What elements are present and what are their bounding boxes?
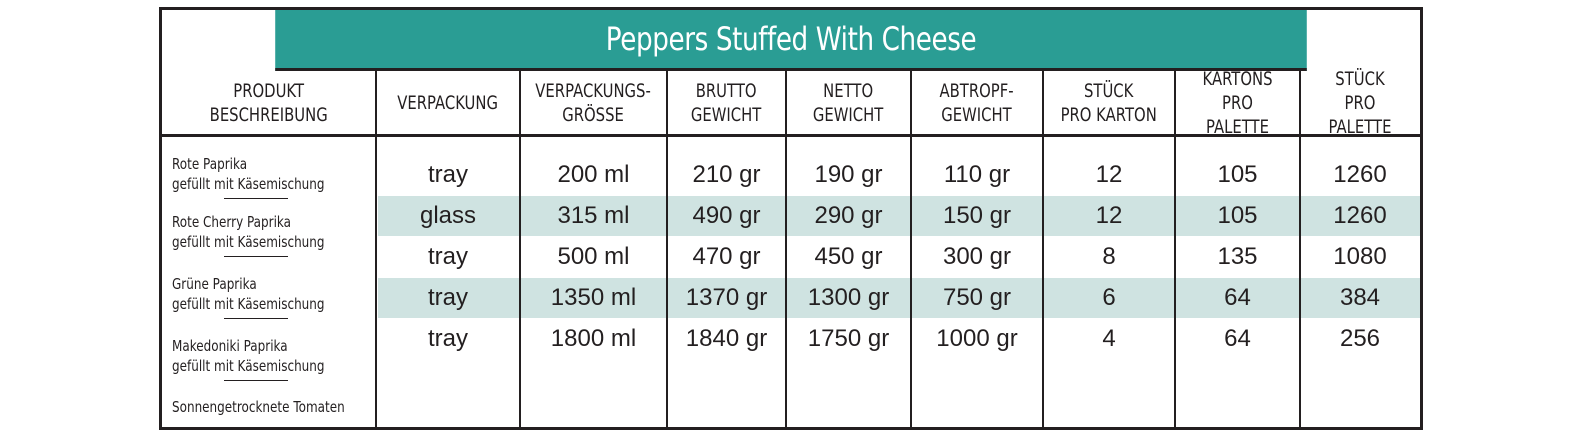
column-header-label: VERPACKUNG xyxy=(397,91,499,114)
column-header-label: VERPACKUNGS- GRÖSSE xyxy=(535,79,652,126)
column-divider xyxy=(519,68,521,427)
table-cell: glass xyxy=(419,202,477,229)
column-divider xyxy=(666,68,668,427)
table-cell: 1750 gr xyxy=(807,325,890,352)
product-description-line: Sonnengetrocknete Tomaten xyxy=(172,398,345,416)
product-table: Peppers Stuffed With Cheese PRODUKT BESC… xyxy=(159,7,1423,430)
table-cell: 290 gr xyxy=(814,202,883,229)
table-cell: 4 xyxy=(1102,325,1116,352)
table-cell: 1080 xyxy=(1333,243,1387,270)
description-separator xyxy=(224,198,288,199)
product-description-line: gefüllt mit Käsemischung xyxy=(172,175,325,193)
column-divider xyxy=(1042,68,1044,427)
table-cell: 500 ml xyxy=(557,243,630,270)
column-divider xyxy=(1174,68,1176,427)
column-header: STÜCK PRO KARTON xyxy=(1043,71,1175,134)
column-header: PRODUKT BESCHREIBUNG xyxy=(162,71,376,134)
table-cell: 12 xyxy=(1095,161,1123,188)
table-cell: 1350 ml xyxy=(550,284,637,311)
product-description-line: Rote Cherry Paprika xyxy=(172,213,292,231)
product-description-line: gefüllt mit Käsemischung xyxy=(172,233,325,251)
table-cell: 8 xyxy=(1102,243,1116,270)
table-cell: 190 gr xyxy=(814,161,883,188)
table-cell: 1300 gr xyxy=(807,284,890,311)
description-separator xyxy=(224,318,288,319)
column-header: NETTO GEWICHT xyxy=(786,71,911,134)
product-description-line: Grüne Paprika xyxy=(172,275,257,293)
table-cell: 105 xyxy=(1217,161,1258,188)
table-cell: 200 ml xyxy=(557,161,630,188)
header-divider xyxy=(162,134,1420,137)
product-description-line: gefüllt mit Käsemischung xyxy=(172,295,325,313)
description-separator xyxy=(224,380,288,381)
table-cell: 750 gr xyxy=(942,284,1012,311)
table-cell: 450 gr xyxy=(814,243,883,270)
table-cell: 64 xyxy=(1224,325,1251,352)
table-cell: 150 gr xyxy=(942,202,1012,229)
product-description: Makedoniki Paprika gefüllt mit Käsemischu… xyxy=(172,336,363,376)
product-description: Rote Cherry Paprika gefüllt mit Käsemisch… xyxy=(172,212,363,252)
column-divider xyxy=(1299,68,1301,427)
table-cell: tray xyxy=(427,284,468,311)
column-divider xyxy=(910,68,912,427)
product-description: Sonnengetrocknete Tomaten xyxy=(172,397,388,417)
column-header-label: STÜCK PRO KARTON xyxy=(1060,79,1158,126)
table-cell: 1800 ml xyxy=(550,325,637,352)
product-description-line: Makedoniki Paprika xyxy=(172,337,288,355)
table-cell: 1000 gr xyxy=(936,325,1018,352)
table-cell: 256 xyxy=(1339,325,1381,352)
table-cell: 1840 gr xyxy=(685,325,768,352)
table-cell: 300 gr xyxy=(942,243,1012,270)
column-header: VERPACKUNG xyxy=(376,71,520,134)
table-cell: 12 xyxy=(1095,202,1123,229)
table-cell: 490 gr xyxy=(692,202,761,229)
table-cell: 1370 gr xyxy=(685,284,768,311)
table-cell: 470 gr xyxy=(692,243,761,270)
column-header-label: PRODUKT BESCHREIBUNG xyxy=(209,79,329,126)
column-divider xyxy=(785,68,787,427)
column-header-label: KARTONS PRO PALETTE xyxy=(1202,67,1273,138)
column-header: KARTONS PRO PALETTE xyxy=(1175,68,1300,138)
column-header-label: ABTROPF- GEWICHT xyxy=(939,79,1015,126)
column-header: ABTROPF- GEWICHT xyxy=(911,71,1043,134)
table-cell: 6 xyxy=(1102,284,1116,311)
table-cell: 1260 xyxy=(1333,202,1387,229)
product-description: Rote Paprika gefüllt mit Käsemischung xyxy=(172,154,363,194)
column-header: VERPACKUNGS- GRÖSSE xyxy=(520,71,667,134)
table-cell: 210 gr xyxy=(692,161,761,188)
row-band xyxy=(378,278,1420,318)
table-cell: 110 gr xyxy=(943,161,1011,188)
product-description-line: Rote Paprika xyxy=(172,155,248,173)
product-description: Grüne Paprika gefüllt mit Käsemischung xyxy=(172,274,363,314)
description-separator xyxy=(224,256,288,257)
table-cell: 105 xyxy=(1217,202,1258,229)
table-cell: 135 xyxy=(1217,243,1258,270)
row-band xyxy=(378,196,1420,236)
column-header-label: STÜCK PRO PALETTE xyxy=(1328,67,1392,138)
column-header-label: BRUTTO GEWICHT xyxy=(691,79,762,126)
column-divider xyxy=(375,68,377,427)
table-cell: 384 xyxy=(1339,284,1381,311)
table-cell: tray xyxy=(427,161,468,188)
table-cell: 315 ml xyxy=(557,202,630,229)
table-title: Peppers Stuffed With Cheese xyxy=(275,10,1307,71)
table-cell: 1260 xyxy=(1333,161,1387,188)
column-header: STÜCK PRO PALETTE xyxy=(1300,68,1420,138)
table-cell: tray xyxy=(427,325,468,352)
product-description-line: gefüllt mit Käsemischung xyxy=(172,357,325,375)
column-header-label: NETTO GEWICHT xyxy=(813,79,884,126)
table-cell: 64 xyxy=(1224,284,1251,311)
table-cell: tray xyxy=(427,243,468,270)
column-header: BRUTTO GEWICHT xyxy=(667,71,786,134)
